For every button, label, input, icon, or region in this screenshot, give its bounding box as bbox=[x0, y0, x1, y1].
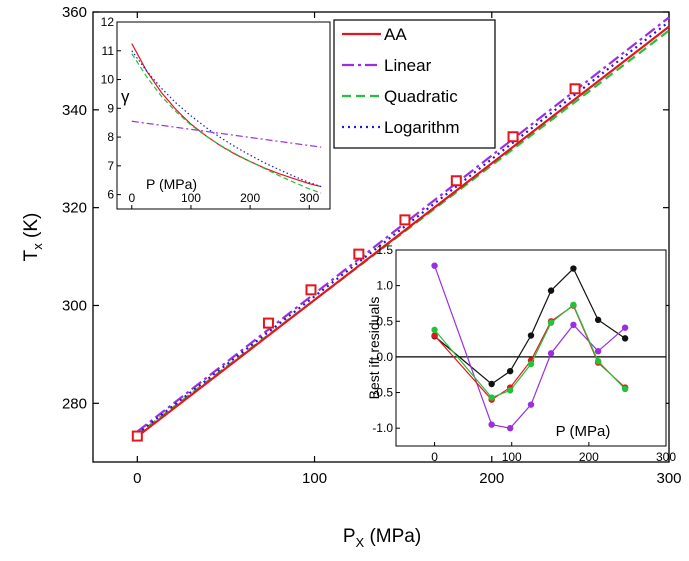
inset-residuals-point-violet bbox=[570, 321, 577, 329]
inset-residuals-series-green bbox=[434, 303, 626, 399]
main-x-axis-label: PX (MPa) bbox=[343, 526, 421, 550]
inset-residuals-point-black bbox=[506, 367, 514, 375]
main-x-tick-label: 300 bbox=[656, 470, 681, 487]
inset-gamma-x-label: P (MPa) bbox=[146, 176, 197, 192]
inset-gamma-y-tick-label: 12 bbox=[101, 15, 115, 29]
main-series-aa bbox=[136, 25, 670, 438]
main-y-tick-label: 360 bbox=[62, 4, 87, 21]
main-y-tick-label: 340 bbox=[62, 102, 87, 119]
inset-gamma-y-tick-label: 7 bbox=[107, 159, 114, 173]
inset-residuals-point-violet bbox=[621, 324, 629, 331]
inset-residuals-point-green bbox=[621, 385, 629, 393]
y-label-unit: (K) bbox=[21, 213, 42, 244]
main-data-marker bbox=[353, 248, 365, 260]
y-label-sub: x bbox=[30, 243, 45, 250]
inset-residuals-x-tick-label: 100 bbox=[502, 450, 522, 464]
main-series-logarithm bbox=[136, 20, 670, 435]
inset-residuals-x-tick-label: 200 bbox=[579, 450, 599, 464]
inset-residuals-point-green bbox=[431, 326, 438, 334]
inset-gamma: 0 100 200 300 6 7 8 9 10 11 12 γ P (MPa) bbox=[101, 15, 331, 210]
legend-label-logarithm: Logarithm bbox=[384, 118, 460, 137]
main-data-marker bbox=[305, 284, 317, 296]
inset-residuals-point-violet bbox=[547, 350, 555, 357]
inset-residuals-x-tick-label: 0 bbox=[431, 450, 438, 464]
inset-residuals-x-tick-label: 300 bbox=[656, 450, 676, 464]
inset-gamma-y-tick-label: 8 bbox=[107, 130, 114, 144]
main-x-tick-label: 200 bbox=[479, 470, 504, 487]
inset-gamma-x-tick-label: 300 bbox=[299, 191, 319, 205]
inset-residuals-x-label: P (MPa) bbox=[556, 423, 611, 440]
inset-residuals-point-black bbox=[594, 316, 602, 324]
inset-residuals: 0 100 200 300 -1.0 -0.5 0.0 0.5 1.0 1.5 Best ift r… bbox=[366, 243, 676, 464]
x-label-base: P bbox=[343, 526, 356, 547]
inset-residuals-y-tick-label: 1.0 bbox=[376, 279, 393, 293]
inset-gamma-series-quadratic bbox=[131, 53, 322, 194]
inset-residuals-series-black bbox=[434, 267, 626, 385]
inset-residuals-point-red bbox=[431, 332, 438, 339]
inset-gamma-y-label: γ bbox=[121, 87, 130, 106]
inset-residuals-point-violet bbox=[431, 262, 438, 269]
y-label-base: T bbox=[21, 249, 42, 261]
inset-residuals-point-green bbox=[570, 301, 577, 309]
inset-residuals-point-green bbox=[594, 357, 602, 365]
inset-gamma-y-tick-label: 11 bbox=[102, 44, 115, 58]
main-data-marker bbox=[262, 317, 274, 329]
inset-residuals-y-tick-label: 0.5 bbox=[376, 314, 393, 328]
inset-gamma-x-tick-label: 0 bbox=[128, 191, 135, 205]
inset-gamma-frame bbox=[116, 21, 331, 210]
inset-residuals-y-tick-label: -1.0 bbox=[372, 421, 393, 435]
inset-residuals-point-black bbox=[527, 332, 535, 339]
main-y-tick-label: 320 bbox=[62, 200, 87, 217]
main-y-tick-label: 280 bbox=[62, 395, 87, 412]
inset-residuals-point-black bbox=[621, 335, 629, 342]
main-data-marker bbox=[399, 214, 411, 226]
main-x-tick-label: 0 bbox=[133, 470, 141, 487]
x-label-sub: X bbox=[356, 535, 365, 550]
inset-residuals-point-violet bbox=[594, 348, 602, 355]
x-label-unit: (MPa) bbox=[364, 526, 421, 547]
main-y-tick-label: 300 bbox=[62, 297, 87, 314]
inset-residuals-point-violet bbox=[506, 424, 514, 432]
inset-gamma-series-linear bbox=[131, 120, 322, 148]
main-data-marker bbox=[450, 175, 462, 187]
inset-residuals-point-violet bbox=[527, 401, 535, 408]
main-x-tick-label: 100 bbox=[302, 470, 327, 487]
inset-residuals-y-label: Best ift residuals bbox=[366, 297, 382, 400]
main-y-axis-label: Tx (K) bbox=[21, 213, 45, 262]
inset-gamma-y-tick-label: 10 bbox=[101, 73, 115, 87]
inset-residuals-frame bbox=[395, 249, 667, 447]
inset-residuals-y-tick-label: 0.0 bbox=[376, 350, 393, 364]
main-data-marker bbox=[507, 131, 519, 143]
inset-residuals-point-black bbox=[547, 287, 555, 294]
inset-residuals-point-green bbox=[547, 319, 555, 326]
inset-gamma-x-tick-label: 200 bbox=[240, 191, 260, 205]
legend: AA Linear Quadratic Logarithm bbox=[333, 19, 496, 149]
inset-residuals-point-violet bbox=[488, 421, 495, 428]
legend-label-linear: Linear bbox=[384, 56, 432, 75]
inset-residuals-y-tick-label: 1.5 bbox=[376, 243, 393, 257]
inset-residuals-point-green bbox=[506, 387, 514, 394]
inset-residuals-point-black bbox=[570, 265, 577, 272]
legend-label-aa: AA bbox=[384, 25, 407, 44]
inset-residuals-point-green bbox=[527, 360, 535, 368]
legend-label-quadratic: Quadratic bbox=[384, 87, 458, 106]
inset-gamma-y-tick-label: 9 bbox=[107, 101, 114, 115]
inset-gamma-x-tick-label: 100 bbox=[181, 191, 201, 205]
inset-residuals-point-black bbox=[488, 380, 495, 388]
inset-gamma-y-tick-label: 6 bbox=[107, 188, 114, 202]
main-data-marker bbox=[131, 430, 143, 442]
inset-residuals-point-green bbox=[488, 394, 495, 401]
inset-residuals-y-tick-label: -0.5 bbox=[372, 386, 393, 400]
main-data-marker bbox=[569, 83, 581, 95]
